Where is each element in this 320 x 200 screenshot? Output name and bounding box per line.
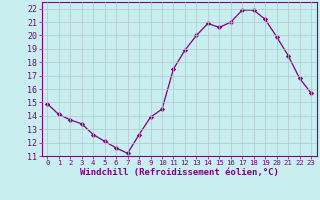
X-axis label: Windchill (Refroidissement éolien,°C): Windchill (Refroidissement éolien,°C) bbox=[80, 168, 279, 177]
